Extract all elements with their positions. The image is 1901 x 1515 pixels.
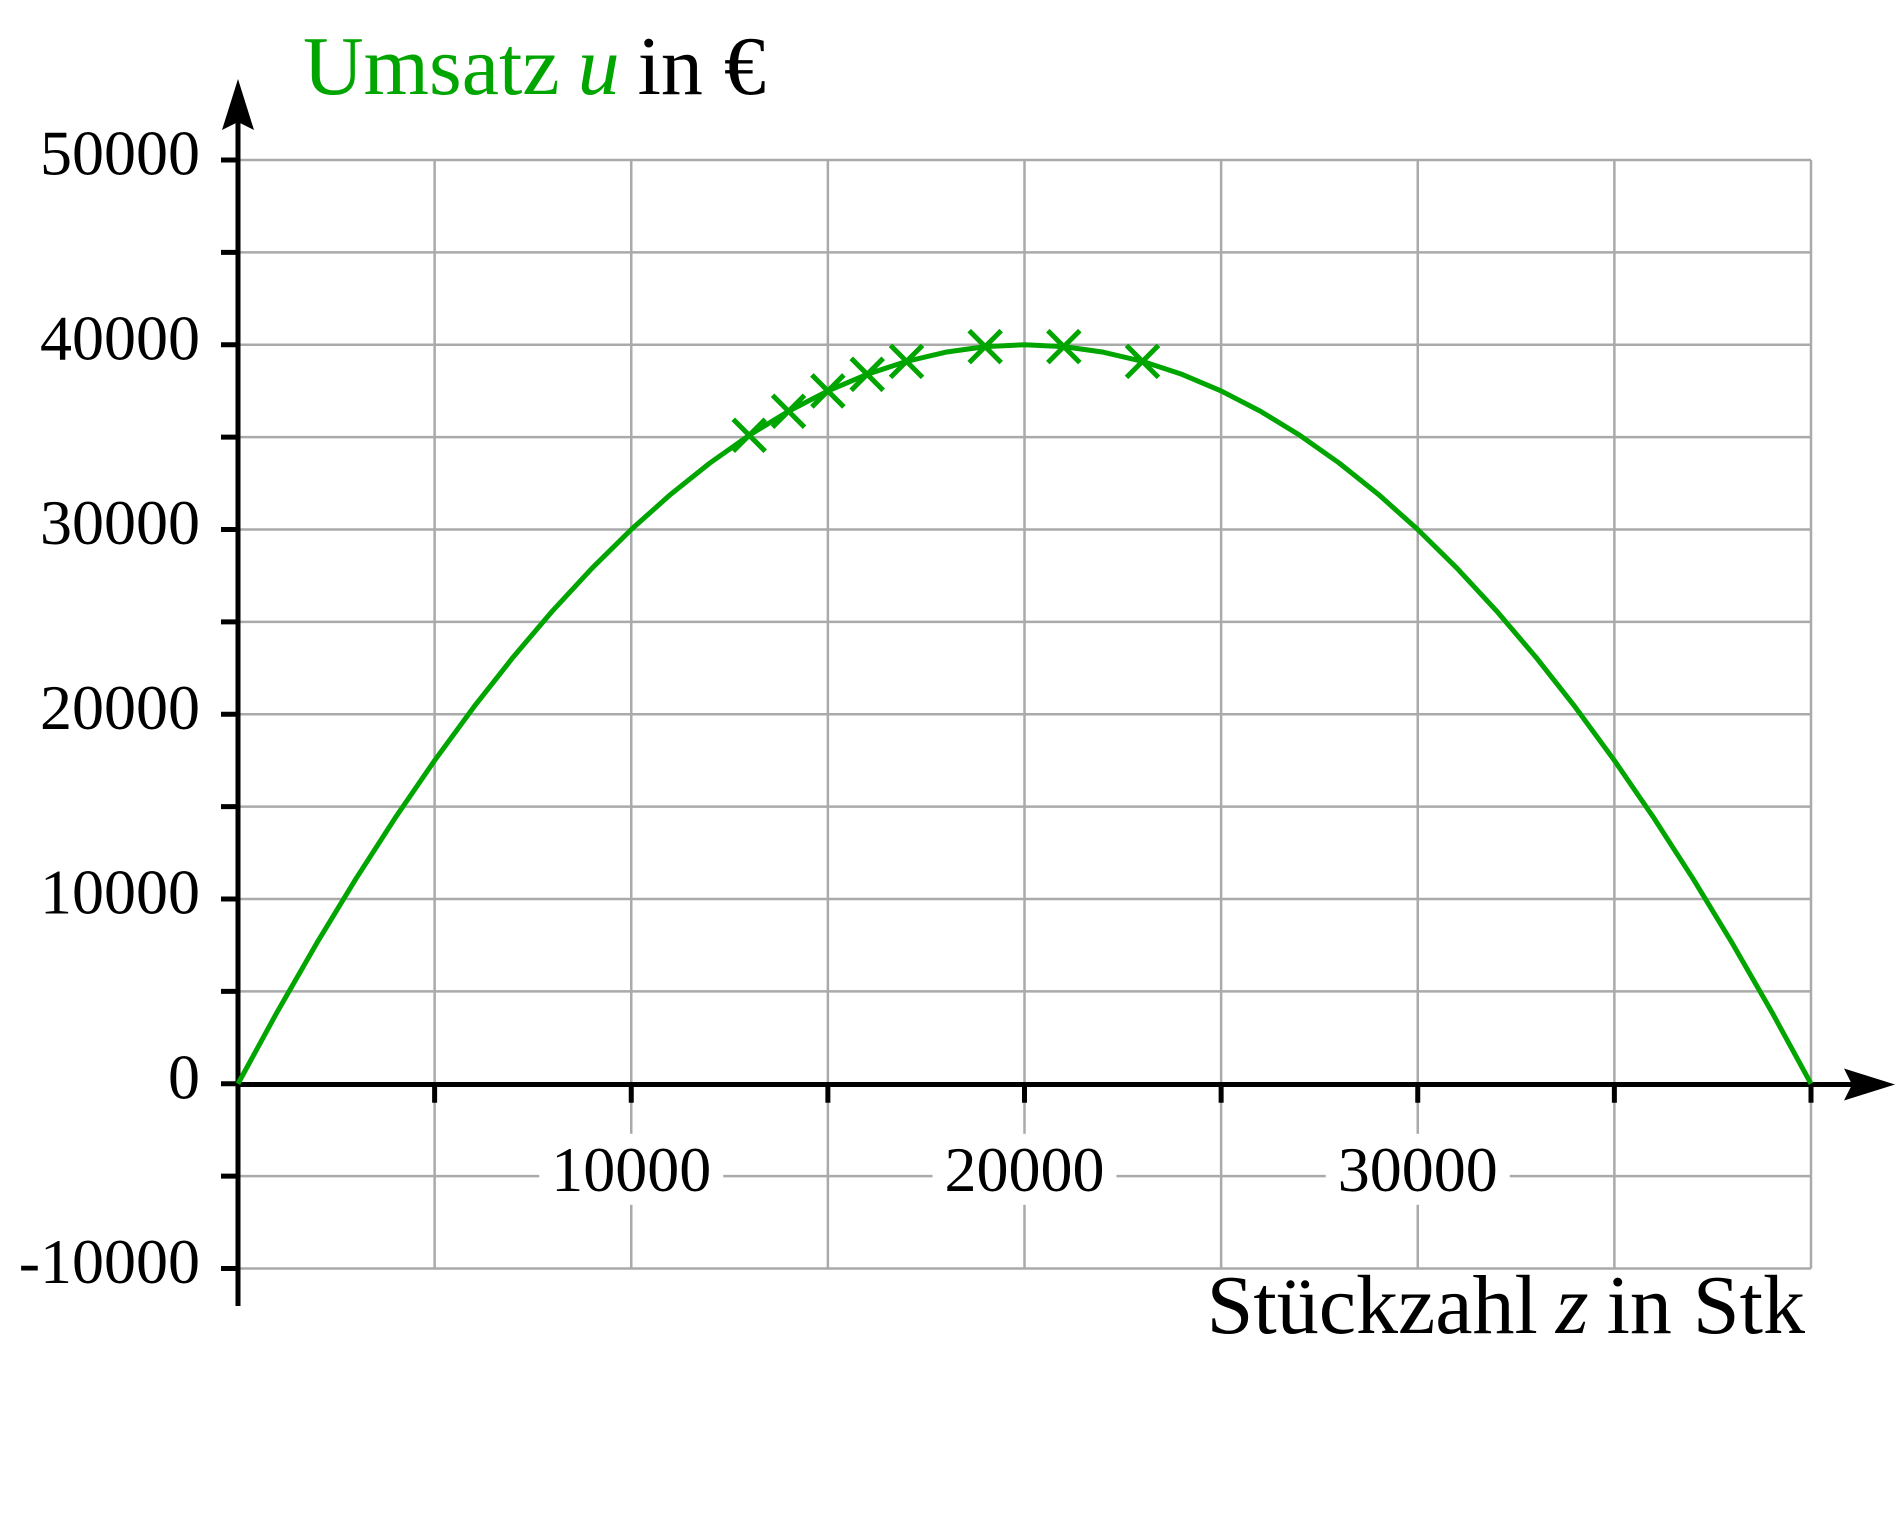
y-axis-label: Umsatz u in € xyxy=(303,20,766,113)
cross-marker xyxy=(1046,328,1082,365)
y-label-name: Umsatz xyxy=(303,20,560,113)
x-tick-label-bg xyxy=(932,1133,1117,1205)
x-label-symbol: z xyxy=(1555,1259,1589,1352)
y-tick-label: -10000 xyxy=(19,1226,200,1297)
cross-marker xyxy=(770,393,807,430)
cross-marker xyxy=(731,417,767,454)
x-tick-label: 20000 xyxy=(945,1134,1105,1205)
x-tick-label: 10000 xyxy=(551,1134,711,1205)
y-tick-label: 40000 xyxy=(40,302,200,373)
label-backgrounds xyxy=(539,1133,1510,1205)
cross-marker xyxy=(967,328,1003,365)
axes xyxy=(221,79,1895,1306)
y-tick-label: 30000 xyxy=(40,487,200,558)
x-label-unit: in Stk xyxy=(1607,1259,1805,1352)
y-tick-label: 0 xyxy=(168,1041,200,1112)
curve xyxy=(235,342,1814,1085)
x-tick-label: 30000 xyxy=(1338,1134,1498,1205)
y-tick-label: 10000 xyxy=(40,857,200,928)
y-tick-label: 20000 xyxy=(40,672,200,743)
cross-marker xyxy=(810,373,846,409)
y-axis-arrow xyxy=(222,79,254,130)
y-label-symbol: u xyxy=(578,20,620,113)
x-axis-label: Stückzahl z in Stk xyxy=(1207,1259,1805,1352)
cross-marker xyxy=(1124,343,1161,380)
x-axis-arrow xyxy=(1844,1068,1895,1101)
x-tick-label-bg xyxy=(539,1133,724,1205)
y-label-unit: in € xyxy=(638,20,766,113)
cross-marker xyxy=(888,343,925,380)
cross-marker xyxy=(849,356,885,393)
x-label-name: Stückzahl xyxy=(1207,1259,1538,1352)
y-tick-label: 50000 xyxy=(40,118,200,189)
x-tick-label-bg xyxy=(1325,1133,1510,1205)
